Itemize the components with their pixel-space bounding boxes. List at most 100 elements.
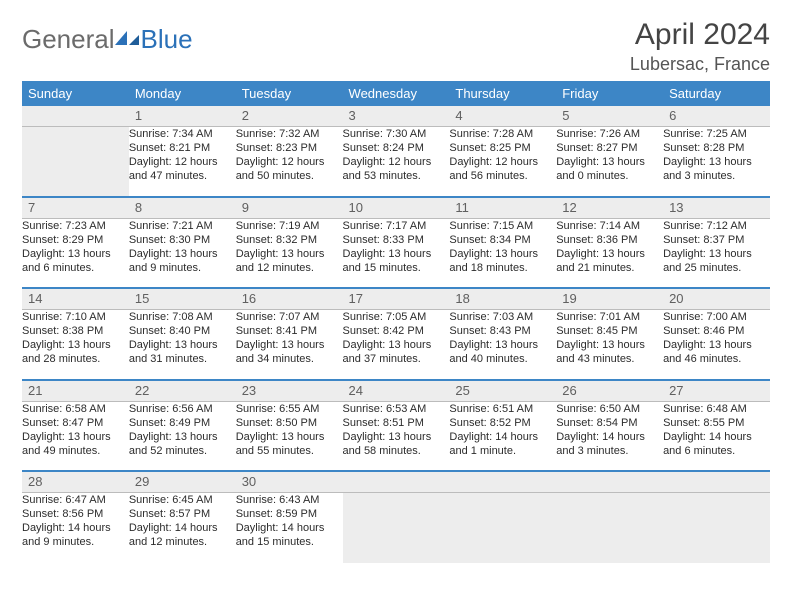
day-number-cell: 17 <box>343 288 450 310</box>
day-details: Sunrise: 7:19 AMSunset: 8:32 PMDaylight:… <box>236 219 343 275</box>
sunrise-line: Sunrise: 6:47 AM <box>22 493 129 507</box>
day-cell: Sunrise: 6:45 AMSunset: 8:57 PMDaylight:… <box>129 493 236 563</box>
sunrise-line: Sunrise: 6:51 AM <box>449 402 556 416</box>
daylight-line: Daylight: 14 hours and 9 minutes. <box>22 521 129 549</box>
location: Lubersac, France <box>630 54 770 75</box>
day-number-cell: 2 <box>236 106 343 127</box>
day-number-cell <box>22 106 129 127</box>
daylight-line: Daylight: 13 hours and 34 minutes. <box>236 338 343 366</box>
sunrise-line: Sunrise: 7:28 AM <box>449 127 556 141</box>
day-details: Sunrise: 7:14 AMSunset: 8:36 PMDaylight:… <box>556 219 663 275</box>
day-cell: Sunrise: 7:01 AMSunset: 8:45 PMDaylight:… <box>556 310 663 380</box>
day-header-row: Sunday Monday Tuesday Wednesday Thursday… <box>22 81 770 106</box>
day-number-cell: 6 <box>663 106 770 127</box>
day-details: Sunrise: 7:23 AMSunset: 8:29 PMDaylight:… <box>22 219 129 275</box>
day-number: 14 <box>22 289 129 309</box>
week-row: Sunrise: 7:34 AMSunset: 8:21 PMDaylight:… <box>22 127 770 197</box>
day-cell <box>663 493 770 563</box>
sunset-line: Sunset: 8:27 PM <box>556 141 663 155</box>
day-details: Sunrise: 7:05 AMSunset: 8:42 PMDaylight:… <box>343 310 450 366</box>
sunset-line: Sunset: 8:32 PM <box>236 233 343 247</box>
day-number: 22 <box>129 381 236 401</box>
day-cell: Sunrise: 7:28 AMSunset: 8:25 PMDaylight:… <box>449 127 556 197</box>
day-cell: Sunrise: 7:03 AMSunset: 8:43 PMDaylight:… <box>449 310 556 380</box>
sunrise-line: Sunrise: 6:48 AM <box>663 402 770 416</box>
day-number: 26 <box>556 381 663 401</box>
day-number: 28 <box>22 472 129 492</box>
daylight-line: Daylight: 13 hours and 6 minutes. <box>22 247 129 275</box>
day-number: 16 <box>236 289 343 309</box>
daylight-line: Daylight: 13 hours and 21 minutes. <box>556 247 663 275</box>
day-cell: Sunrise: 6:48 AMSunset: 8:55 PMDaylight:… <box>663 401 770 471</box>
day-number: 15 <box>129 289 236 309</box>
day-details: Sunrise: 7:25 AMSunset: 8:28 PMDaylight:… <box>663 127 770 183</box>
sunset-line: Sunset: 8:50 PM <box>236 416 343 430</box>
sunrise-line: Sunrise: 7:14 AM <box>556 219 663 233</box>
daynum-row: 123456 <box>22 106 770 127</box>
day-number-cell <box>449 471 556 493</box>
day-cell: Sunrise: 7:26 AMSunset: 8:27 PMDaylight:… <box>556 127 663 197</box>
daylight-line: Daylight: 14 hours and 3 minutes. <box>556 430 663 458</box>
sunset-line: Sunset: 8:45 PM <box>556 324 663 338</box>
day-details: Sunrise: 6:58 AMSunset: 8:47 PMDaylight:… <box>22 402 129 458</box>
day-cell: Sunrise: 6:53 AMSunset: 8:51 PMDaylight:… <box>343 401 450 471</box>
day-details: Sunrise: 7:26 AMSunset: 8:27 PMDaylight:… <box>556 127 663 183</box>
day-number-cell: 18 <box>449 288 556 310</box>
day-number-cell: 30 <box>236 471 343 493</box>
daylight-line: Daylight: 14 hours and 12 minutes. <box>129 521 236 549</box>
day-cell: Sunrise: 6:43 AMSunset: 8:59 PMDaylight:… <box>236 493 343 563</box>
day-number: 20 <box>663 289 770 309</box>
day-number-cell: 19 <box>556 288 663 310</box>
day-cell: Sunrise: 7:08 AMSunset: 8:40 PMDaylight:… <box>129 310 236 380</box>
page-title: April 2024 <box>630 18 770 52</box>
day-number: 1 <box>129 106 236 126</box>
day-number: 11 <box>449 198 556 218</box>
sunset-line: Sunset: 8:40 PM <box>129 324 236 338</box>
sunset-line: Sunset: 8:57 PM <box>129 507 236 521</box>
sunrise-line: Sunrise: 7:17 AM <box>343 219 450 233</box>
day-number: 9 <box>236 198 343 218</box>
day-cell <box>449 493 556 563</box>
day-cell: Sunrise: 7:23 AMSunset: 8:29 PMDaylight:… <box>22 218 129 288</box>
day-number-cell: 27 <box>663 380 770 402</box>
day-number: 19 <box>556 289 663 309</box>
day-number-cell: 14 <box>22 288 129 310</box>
day-cell <box>343 493 450 563</box>
day-number-cell: 21 <box>22 380 129 402</box>
daylight-line: Daylight: 13 hours and 46 minutes. <box>663 338 770 366</box>
sunrise-line: Sunrise: 7:26 AM <box>556 127 663 141</box>
sunset-line: Sunset: 8:38 PM <box>22 324 129 338</box>
day-details: Sunrise: 7:12 AMSunset: 8:37 PMDaylight:… <box>663 219 770 275</box>
sunset-line: Sunset: 8:49 PM <box>129 416 236 430</box>
daylight-line: Daylight: 13 hours and 9 minutes. <box>129 247 236 275</box>
day-number <box>556 472 663 477</box>
sunset-line: Sunset: 8:28 PM <box>663 141 770 155</box>
day-number: 7 <box>22 198 129 218</box>
day-cell: Sunrise: 7:15 AMSunset: 8:34 PMDaylight:… <box>449 218 556 288</box>
day-details: Sunrise: 7:30 AMSunset: 8:24 PMDaylight:… <box>343 127 450 183</box>
day-header: Sunday <box>22 81 129 106</box>
day-number: 6 <box>663 106 770 126</box>
sunset-line: Sunset: 8:51 PM <box>343 416 450 430</box>
day-number-cell: 13 <box>663 197 770 219</box>
daynum-row: 78910111213 <box>22 197 770 219</box>
day-number <box>22 106 129 111</box>
sunrise-line: Sunrise: 6:55 AM <box>236 402 343 416</box>
brand-part2: Blue <box>141 24 193 55</box>
day-number-cell <box>343 471 450 493</box>
daylight-line: Daylight: 13 hours and 25 minutes. <box>663 247 770 275</box>
day-cell: Sunrise: 7:07 AMSunset: 8:41 PMDaylight:… <box>236 310 343 380</box>
daylight-line: Daylight: 13 hours and 18 minutes. <box>449 247 556 275</box>
day-cell: Sunrise: 6:51 AMSunset: 8:52 PMDaylight:… <box>449 401 556 471</box>
sunset-line: Sunset: 8:30 PM <box>129 233 236 247</box>
day-number-cell <box>556 471 663 493</box>
day-details: Sunrise: 6:56 AMSunset: 8:49 PMDaylight:… <box>129 402 236 458</box>
sunrise-line: Sunrise: 6:43 AM <box>236 493 343 507</box>
day-cell: Sunrise: 6:47 AMSunset: 8:56 PMDaylight:… <box>22 493 129 563</box>
day-cell: Sunrise: 6:58 AMSunset: 8:47 PMDaylight:… <box>22 401 129 471</box>
brand-part1: General <box>22 24 115 55</box>
day-number-cell: 8 <box>129 197 236 219</box>
day-details: Sunrise: 7:00 AMSunset: 8:46 PMDaylight:… <box>663 310 770 366</box>
day-number: 18 <box>449 289 556 309</box>
daylight-line: Daylight: 13 hours and 40 minutes. <box>449 338 556 366</box>
